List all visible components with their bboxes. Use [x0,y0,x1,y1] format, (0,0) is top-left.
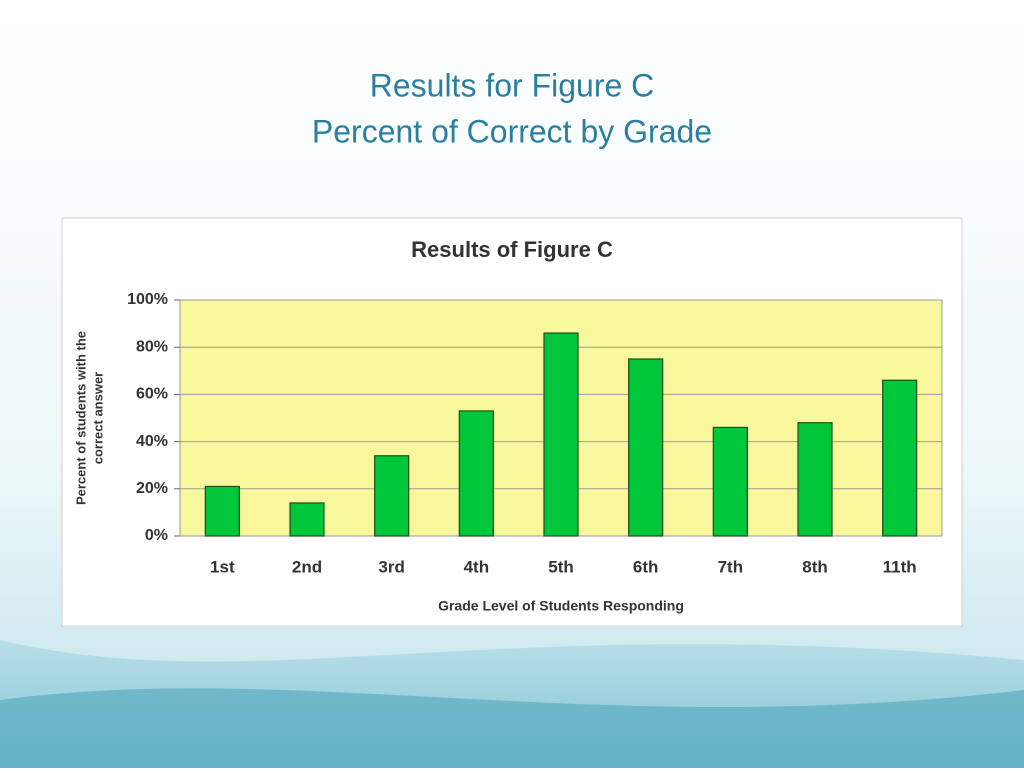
bar [374,455,410,537]
x-tick-label: 5th [548,557,574,576]
y-tick-label: 60% [136,386,168,403]
y-tick-label: 40% [136,433,168,450]
bar [458,410,494,537]
x-tick-label: 4th [464,557,490,576]
bar [289,502,325,537]
x-tick-label: 2nd [292,557,322,576]
wave [0,688,1024,768]
bar [543,332,579,537]
slide-title: Results for Figure C [370,67,655,103]
x-tick-label: 7th [718,557,744,576]
x-tick-label: 11th [883,557,917,576]
y-tick-label: 20% [136,480,168,497]
y-axis-label: Percent of students with the [73,331,88,505]
x-tick-label: 3rd [378,557,404,576]
x-tick-label: 6th [633,557,659,576]
x-tick-label: 8th [802,557,828,576]
bar [712,426,748,537]
chart-title: Results of Figure C [411,237,613,262]
bar [628,358,664,537]
x-axis-label: Grade Level of Students Responding [438,598,684,614]
y-tick-label: 0% [145,527,168,544]
y-tick-label: 100% [127,291,168,308]
x-tick-label: 1st [210,557,235,576]
slide-title: Percent of Correct by Grade [312,113,712,149]
bar [797,422,833,537]
bar [204,485,240,537]
y-tick-label: 80% [136,338,168,355]
y-axis-label: correct answer [90,372,105,465]
bar [882,379,918,537]
